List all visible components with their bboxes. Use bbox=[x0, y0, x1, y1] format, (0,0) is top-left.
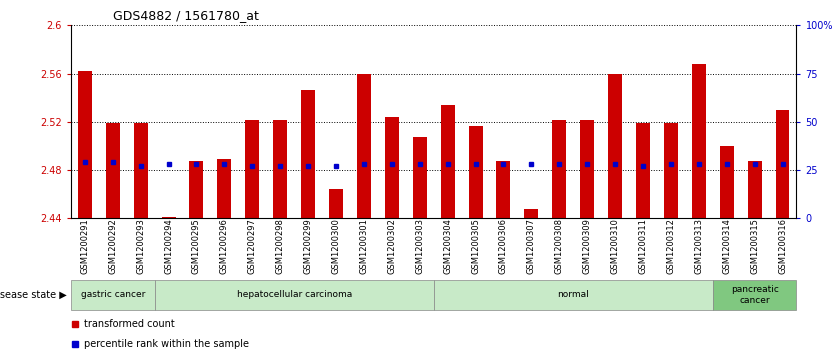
Bar bbox=[133, 123, 148, 218]
Text: GSM1200292: GSM1200292 bbox=[108, 218, 118, 274]
Bar bbox=[78, 71, 92, 218]
FancyBboxPatch shape bbox=[71, 280, 154, 310]
Text: hepatocellular carcinoma: hepatocellular carcinoma bbox=[237, 290, 352, 299]
Text: GSM1200303: GSM1200303 bbox=[415, 218, 425, 274]
Bar bbox=[608, 74, 622, 218]
Text: GSM1200294: GSM1200294 bbox=[164, 218, 173, 274]
Text: GSM1200295: GSM1200295 bbox=[192, 218, 201, 274]
Text: GSM1200296: GSM1200296 bbox=[220, 218, 229, 274]
Bar bbox=[747, 161, 761, 218]
Bar bbox=[580, 121, 594, 218]
Bar bbox=[189, 161, 203, 218]
Text: percentile rank within the sample: percentile rank within the sample bbox=[84, 339, 249, 349]
Bar bbox=[692, 64, 706, 218]
Text: GSM1200293: GSM1200293 bbox=[136, 218, 145, 274]
FancyBboxPatch shape bbox=[713, 280, 796, 310]
Text: transformed count: transformed count bbox=[84, 319, 174, 329]
Text: GSM1200299: GSM1200299 bbox=[304, 218, 313, 274]
Text: GSM1200315: GSM1200315 bbox=[750, 218, 759, 274]
Text: GSM1200298: GSM1200298 bbox=[276, 218, 284, 274]
Bar bbox=[218, 159, 231, 218]
Text: GSM1200297: GSM1200297 bbox=[248, 218, 257, 274]
Text: GSM1200305: GSM1200305 bbox=[471, 218, 480, 274]
Bar bbox=[162, 217, 175, 218]
Text: GDS4882 / 1561780_at: GDS4882 / 1561780_at bbox=[113, 9, 259, 22]
Bar bbox=[525, 209, 538, 218]
Bar bbox=[301, 90, 315, 218]
Bar bbox=[413, 137, 427, 218]
Bar bbox=[496, 161, 510, 218]
Bar bbox=[720, 146, 734, 218]
Text: GSM1200300: GSM1200300 bbox=[331, 218, 340, 274]
Text: GSM1200311: GSM1200311 bbox=[639, 218, 647, 274]
Bar bbox=[664, 123, 678, 218]
Text: GSM1200313: GSM1200313 bbox=[694, 218, 703, 274]
FancyBboxPatch shape bbox=[434, 280, 713, 310]
Bar bbox=[106, 123, 120, 218]
Text: GSM1200310: GSM1200310 bbox=[610, 218, 620, 274]
Text: GSM1200301: GSM1200301 bbox=[359, 218, 369, 274]
FancyBboxPatch shape bbox=[154, 280, 434, 310]
Bar bbox=[357, 74, 371, 218]
Bar bbox=[384, 117, 399, 218]
Text: GSM1200304: GSM1200304 bbox=[443, 218, 452, 274]
Bar bbox=[329, 189, 343, 218]
Bar bbox=[440, 105, 455, 218]
Text: gastric cancer: gastric cancer bbox=[81, 290, 145, 299]
Bar bbox=[552, 121, 566, 218]
Text: pancreatic
cancer: pancreatic cancer bbox=[731, 285, 779, 305]
Text: GSM1200314: GSM1200314 bbox=[722, 218, 731, 274]
Text: GSM1200291: GSM1200291 bbox=[80, 218, 89, 274]
Text: GSM1200308: GSM1200308 bbox=[555, 218, 564, 274]
Bar bbox=[469, 126, 483, 218]
Text: GSM1200307: GSM1200307 bbox=[527, 218, 536, 274]
Bar bbox=[636, 123, 650, 218]
Bar bbox=[245, 121, 259, 218]
Text: disease state ▶: disease state ▶ bbox=[0, 290, 67, 300]
Text: GSM1200306: GSM1200306 bbox=[499, 218, 508, 274]
Text: GSM1200316: GSM1200316 bbox=[778, 218, 787, 274]
Bar bbox=[776, 110, 790, 218]
Text: GSM1200312: GSM1200312 bbox=[666, 218, 676, 274]
Bar bbox=[274, 121, 287, 218]
Text: normal: normal bbox=[557, 290, 589, 299]
Text: GSM1200309: GSM1200309 bbox=[583, 218, 591, 274]
Text: GSM1200302: GSM1200302 bbox=[387, 218, 396, 274]
